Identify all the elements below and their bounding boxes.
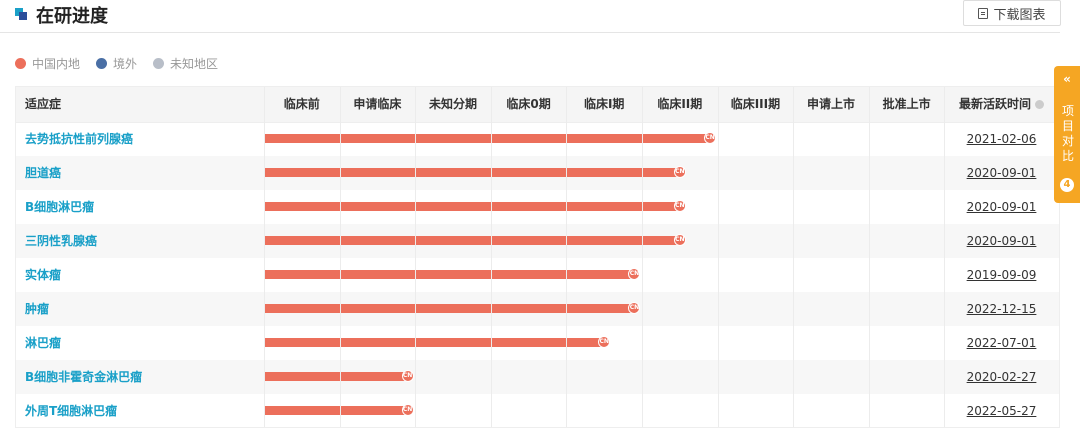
indication-link[interactable]: 去势抵抗性前列腺癌 xyxy=(25,132,134,146)
column-header-stage: 临床I期 xyxy=(583,97,625,111)
legend-dot xyxy=(15,58,26,69)
legend-item-mainland[interactable]: 中国内地 xyxy=(15,55,80,72)
latest-active-date[interactable]: 2019-09-09 xyxy=(966,268,1037,282)
grid-line xyxy=(264,87,265,427)
region-badge: CN xyxy=(704,132,717,144)
region-badge: CN xyxy=(673,200,686,212)
grid-line xyxy=(490,87,492,427)
latest-active-date[interactable]: 2022-12-15 xyxy=(966,302,1037,316)
column-header-stage: 临床0期 xyxy=(506,97,551,111)
grid-line xyxy=(415,87,417,427)
legend: 中国内地 境外 未知地区 xyxy=(15,55,218,72)
indication-link[interactable]: 肿瘤 xyxy=(25,302,50,316)
indication-link[interactable]: 胆道癌 xyxy=(25,166,62,180)
region-badge: CN xyxy=(401,404,414,416)
progress-bar[interactable] xyxy=(264,168,680,177)
title-mark-accent xyxy=(19,12,27,20)
page-title: 在研进度 xyxy=(36,6,108,27)
region-badge: CN xyxy=(673,234,686,246)
download-chart-button[interactable]: 下载图表 xyxy=(963,0,1061,26)
latest-active-date[interactable]: 2020-02-27 xyxy=(966,370,1037,384)
column-header-stage: 申请上市 xyxy=(806,97,855,111)
info-icon[interactable] xyxy=(1035,100,1044,109)
progress-bar[interactable] xyxy=(264,270,635,279)
latest-active-date[interactable]: 2020-09-01 xyxy=(966,234,1037,248)
grid-line xyxy=(566,87,568,427)
latest-active-date[interactable]: 2022-07-01 xyxy=(966,336,1037,350)
table-row: 肿瘤 CN 2022-12-15 xyxy=(16,292,1059,326)
table-row: 淋巴瘤 CN 2022-07-01 xyxy=(16,326,1059,360)
compare-count-badge: 4 xyxy=(1060,178,1074,192)
latest-active-date[interactable]: 2022-05-27 xyxy=(966,404,1037,418)
compare-projects-tab[interactable]: « 项目对比 4 xyxy=(1054,66,1080,203)
table-row: 去势抵抗性前列腺癌 CN 2021-02-06 xyxy=(16,122,1059,156)
progress-bar[interactable] xyxy=(264,202,680,211)
progress-bar[interactable] xyxy=(264,134,711,143)
progress-bar[interactable] xyxy=(264,338,605,347)
indication-link[interactable]: 淋巴瘤 xyxy=(25,336,62,350)
pipeline-table: 适应症 最新活跃时间 临床前 申请临床 未知分期 临床0期 临床I期 临床II期 临床III… xyxy=(15,86,1060,428)
indication-link[interactable]: 三阴性乳腺癌 xyxy=(25,234,98,248)
progress-bar[interactable] xyxy=(264,372,408,381)
column-header-stage: 临床前 xyxy=(283,97,320,111)
latest-active-date[interactable]: 2021-02-06 xyxy=(966,132,1037,146)
table-row: B细胞非霍奇金淋巴瘤 CN 2020-02-27 xyxy=(16,360,1059,394)
grid-line xyxy=(642,87,643,427)
double-chevron-left-icon: « xyxy=(1063,72,1071,86)
column-header-stage: 临床III期 xyxy=(730,97,781,111)
table-header: 适应症 最新活跃时间 临床前 申请临床 未知分期 临床0期 临床I期 临床II期 临床III… xyxy=(16,87,1059,123)
region-badge: CN xyxy=(628,302,641,314)
document-icon xyxy=(978,7,989,19)
column-header-stage: 未知分期 xyxy=(428,97,477,111)
table-row: 三阴性乳腺癌 CN 2020-09-01 xyxy=(16,224,1059,258)
progress-bar[interactable] xyxy=(264,304,635,313)
latest-active-date[interactable]: 2020-09-01 xyxy=(966,166,1037,180)
section-header: 在研进度 下载图表 xyxy=(0,0,1061,33)
latest-active-date[interactable]: 2020-09-01 xyxy=(966,200,1037,214)
indication-link[interactable]: B细胞非霍奇金淋巴瘤 xyxy=(25,370,143,384)
grid-line xyxy=(339,87,341,427)
grid-line xyxy=(868,87,870,427)
legend-item-overseas[interactable]: 境外 xyxy=(96,55,137,72)
column-header-latest-label: 最新活跃时间 xyxy=(958,97,1031,111)
indication-link[interactable]: 外周T细胞淋巴瘤 xyxy=(25,404,118,418)
table-row: 外周T细胞淋巴瘤 CN 2022-05-27 xyxy=(16,394,1059,428)
column-header-latest-active: 最新活跃时间 xyxy=(956,87,1047,122)
table-row: 实体瘤 CN 2019-09-09 xyxy=(16,258,1059,292)
column-header-stage: 批准上市 xyxy=(882,97,931,111)
progress-bar[interactable] xyxy=(264,406,408,415)
indication-link[interactable]: 实体瘤 xyxy=(25,268,62,282)
region-badge: CN xyxy=(628,268,641,280)
legend-dot xyxy=(96,58,108,69)
legend-label: 境外 xyxy=(113,57,138,71)
compare-projects-label: 项目对比 xyxy=(1062,104,1075,163)
grid-line xyxy=(793,87,795,427)
indication-link[interactable]: B细胞淋巴瘤 xyxy=(25,200,95,214)
legend-item-unknown[interactable]: 未知地区 xyxy=(153,55,218,72)
grid-line xyxy=(717,87,719,427)
download-chart-label: 下载图表 xyxy=(993,7,1046,23)
table-row: B细胞淋巴瘤 CN 2020-09-01 xyxy=(16,190,1059,224)
region-badge: CN xyxy=(598,336,611,348)
legend-label: 未知地区 xyxy=(170,57,219,71)
column-header-stage: 申请临床 xyxy=(353,97,402,111)
grid-line xyxy=(944,87,946,427)
legend-dot xyxy=(153,58,165,69)
column-header-indication: 适应症 xyxy=(25,97,62,111)
region-badge: CN xyxy=(401,370,414,382)
progress-bar[interactable] xyxy=(264,236,680,245)
column-header-stage: 临床II期 xyxy=(657,97,703,111)
table-row: 胆道癌 CN 2020-09-01 xyxy=(16,156,1059,190)
legend-label: 中国内地 xyxy=(32,57,81,71)
region-badge: CN xyxy=(673,166,686,178)
